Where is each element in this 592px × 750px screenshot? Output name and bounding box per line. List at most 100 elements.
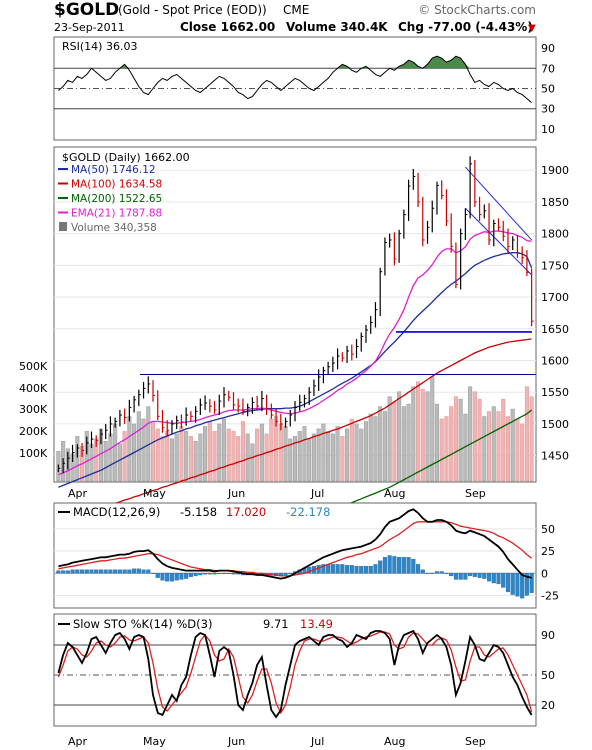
macd-histogram-bar xyxy=(420,569,425,574)
volume-bar xyxy=(198,433,203,482)
volume-bar xyxy=(482,416,487,482)
macd-histogram-bar xyxy=(482,573,487,579)
volume-bar xyxy=(203,426,208,482)
macd-histogram-bar xyxy=(496,573,501,585)
x-axis-month-label: Sep xyxy=(465,735,486,748)
macd-histogram-bar xyxy=(174,573,179,581)
volume-bar xyxy=(288,438,293,482)
chart-instrument-name: (Gold - Spot Price (EOD)) xyxy=(118,3,267,17)
macd-histogram-bar xyxy=(397,557,402,574)
volume-bar xyxy=(127,416,132,482)
macd-histogram-bar xyxy=(406,557,411,574)
price-title: $GOLD (Daily) 1662.00 xyxy=(62,151,190,164)
macd-histogram-bar xyxy=(212,573,217,575)
volume-bar xyxy=(84,431,89,482)
change-value: Chg -77.00 (-4.43%) xyxy=(398,20,533,34)
volume-tick-label: 100K xyxy=(19,447,48,460)
volume-bar xyxy=(231,431,236,482)
macd-histogram-bar xyxy=(477,573,482,578)
macd-histogram-bar xyxy=(345,565,350,574)
volume-bar xyxy=(240,421,245,482)
ma100-line xyxy=(58,338,532,520)
macd-histogram-bar xyxy=(382,557,387,574)
macd-tick-label: 25 xyxy=(541,545,555,558)
macd-histogram-bar xyxy=(283,573,288,576)
legend-label: EMA(21) 1787.88 xyxy=(71,208,162,220)
volume-bar xyxy=(335,426,340,482)
volume-bar xyxy=(264,433,269,482)
volume-bar xyxy=(141,418,146,482)
chart-symbol: $GOLD xyxy=(54,0,119,20)
macd-histogram-bar xyxy=(75,569,80,574)
volume-bar xyxy=(487,411,492,482)
macd-panel: 50 25 0 -25 MACD(12,26,9) -5.158 17.020 -22.17… xyxy=(53,502,559,609)
volume-bar xyxy=(150,421,156,482)
price-tick-label: 1700 xyxy=(541,291,569,304)
macd-legend-label: MACD(12,26,9) xyxy=(73,505,160,519)
volume-bar xyxy=(491,406,496,482)
watermark: © StockCharts.com xyxy=(418,3,536,17)
volume-bar xyxy=(259,423,264,482)
volume-bar xyxy=(269,418,274,482)
volume-bar xyxy=(345,428,350,482)
volume-bar xyxy=(283,426,288,482)
volume-bar xyxy=(165,431,170,482)
volume-bar xyxy=(169,438,174,482)
volume-bar xyxy=(292,436,298,482)
macd-histogram-bar xyxy=(335,564,340,574)
x-axis-month-label: Jun xyxy=(227,487,245,500)
macd-histogram-bar xyxy=(472,573,477,577)
price-tick-label: 1500 xyxy=(541,418,569,431)
volume-bar xyxy=(316,428,321,482)
macd-histogram-bar xyxy=(136,568,141,574)
sto-k-line xyxy=(57,629,533,719)
macd-histogram-bar xyxy=(127,569,132,574)
close-value: Close 1662.00 xyxy=(180,20,275,34)
volume-bar xyxy=(179,426,184,482)
macd-histogram-bar xyxy=(401,557,406,574)
volume-bar xyxy=(458,398,463,482)
rsi-tick-label: 30 xyxy=(541,103,555,116)
macd-histogram-bar xyxy=(416,564,421,574)
price-tick-label: 1750 xyxy=(541,259,569,272)
volume-bar xyxy=(368,413,373,482)
macd-histogram-bar xyxy=(378,560,383,574)
volume-bar xyxy=(496,411,501,482)
change-down-marker: ▼ xyxy=(528,23,536,34)
volume-tick-label: 400K xyxy=(19,382,48,395)
macd-histogram-bar xyxy=(439,571,444,574)
volume-bar xyxy=(524,386,529,482)
legend-swatch xyxy=(59,222,67,231)
volume-bar xyxy=(416,381,421,482)
volume-bar xyxy=(302,426,307,482)
macd-legend-value: -5.158 xyxy=(180,505,217,519)
volume-bar xyxy=(330,433,335,482)
volume-bar xyxy=(363,421,369,482)
sto-panel: 90 50 20 Slow STO %K(14) %D(3) 9.71 13.49 xyxy=(53,613,555,727)
macd-histogram-bar xyxy=(160,573,165,581)
rsi-line xyxy=(58,55,532,103)
macd-histogram-bar xyxy=(330,564,335,574)
rsi-panel: 90 70 50 30 10 RSI(14) 36.03 xyxy=(53,36,555,141)
volume-bar xyxy=(108,433,113,482)
macd-tick-label: 50 xyxy=(541,523,555,536)
volume-bar xyxy=(103,441,108,482)
volume-bar xyxy=(359,428,364,482)
macd-histogram-bar xyxy=(84,569,89,574)
macd-histogram-bar xyxy=(108,569,113,574)
macd-histogram-bar xyxy=(122,569,127,574)
macd-tick-label: 0 xyxy=(541,567,548,580)
macd-histogram-bar xyxy=(468,573,473,577)
price-panel: 1900 1850 1800 1750 1700 1650 1600 1550 1500 1450… xyxy=(19,146,569,552)
volume-bar xyxy=(420,388,425,482)
macd-histogram-bar xyxy=(70,569,75,574)
volume-bar xyxy=(434,403,440,482)
macd-histogram-bar xyxy=(326,564,331,574)
macd-histogram-bar xyxy=(141,569,146,574)
macd-histogram-bar xyxy=(226,573,231,574)
volume-bar xyxy=(136,411,141,482)
macd-histogram-bar xyxy=(444,573,449,574)
legend-label: MA(100) 1634.58 xyxy=(71,179,162,191)
macd-histogram-bar xyxy=(434,571,440,574)
volume-bar xyxy=(193,441,198,482)
